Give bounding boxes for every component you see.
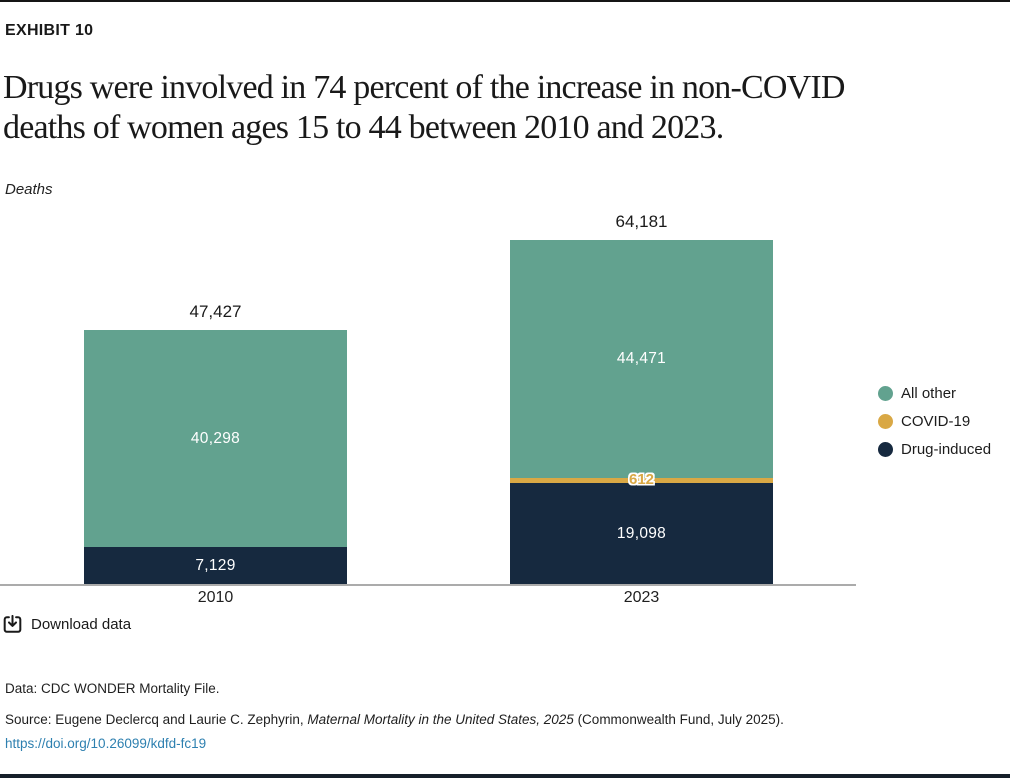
legend-item-drug-induced: Drug-induced: [878, 435, 991, 463]
download-icon: [3, 615, 31, 634]
source-publication-title: Maternal Mortality in the United States,…: [307, 712, 574, 727]
bar-2010-segment-all-other: 40,298: [84, 330, 347, 547]
y-axis-label: Deaths: [5, 181, 53, 198]
bar-2010-segment-drug-induced: 7,129: [84, 547, 347, 584]
legend-label: Drug-induced: [901, 440, 992, 458]
legend-label: COVID-19: [901, 412, 971, 430]
bottom-divider: [0, 774, 1010, 778]
bar-2023-total-label: 64,181: [615, 212, 668, 231]
download-data-button[interactable]: Download data: [3, 615, 131, 634]
source-prefix: Source: Eugene Declercq and Laurie C. Ze…: [5, 712, 308, 727]
top-divider: [0, 0, 1010, 2]
segment-value-label: 7,129: [195, 556, 236, 574]
bar-2023-segment-covid-19: [510, 478, 773, 483]
legend-label: All other: [901, 384, 957, 402]
doi-link[interactable]: https://doi.org/10.26099/kdfd-fc19: [5, 736, 207, 751]
segment-value-label: 44,471: [616, 350, 667, 367]
download-label: Download data: [31, 616, 132, 633]
legend-item-covid-19: COVID-19: [878, 407, 991, 435]
x-axis-tick-2010: 2010: [197, 589, 234, 606]
bar-2023-segment-drug-induced: 19,098: [510, 483, 773, 584]
source-link-row: https://doi.org/10.26099/kdfd-fc19: [5, 736, 206, 751]
bar-2010-total-label: 47,427: [189, 302, 242, 321]
segment-value-label: 19,098: [616, 524, 667, 542]
legend: All other COVID-19 Drug-induced: [878, 379, 991, 463]
source-suffix: (Commonwealth Fund, July 2025).: [573, 712, 784, 727]
legend-swatch-drug-induced: [878, 441, 893, 457]
x-axis-tick-2023: 2023: [623, 589, 660, 606]
chart-title-line-2: deaths of women ages 15 to 44 between 20…: [3, 109, 724, 146]
exhibit-label: EXHIBIT 10: [5, 22, 94, 39]
covid-segment-value-label: 612: [628, 471, 655, 488]
legend-swatch-covid-19: [878, 413, 893, 429]
legend-swatch-all-other: [878, 385, 893, 401]
segment-value-label: 40,298: [190, 429, 241, 447]
x-axis-line: [0, 584, 856, 586]
data-note: Data: CDC WONDER Mortality File.: [5, 681, 220, 696]
source-note: Source: Eugene Declercq and Laurie C. Ze…: [5, 712, 784, 727]
legend-item-all-other: All other: [878, 379, 991, 407]
chart-title-line-1: Drugs were involved in 74 percent of the…: [3, 69, 846, 106]
bar-2023-segment-all-other: 44,471: [510, 240, 773, 478]
chart-title: Drugs were involved in 74 percent of the…: [3, 68, 846, 148]
